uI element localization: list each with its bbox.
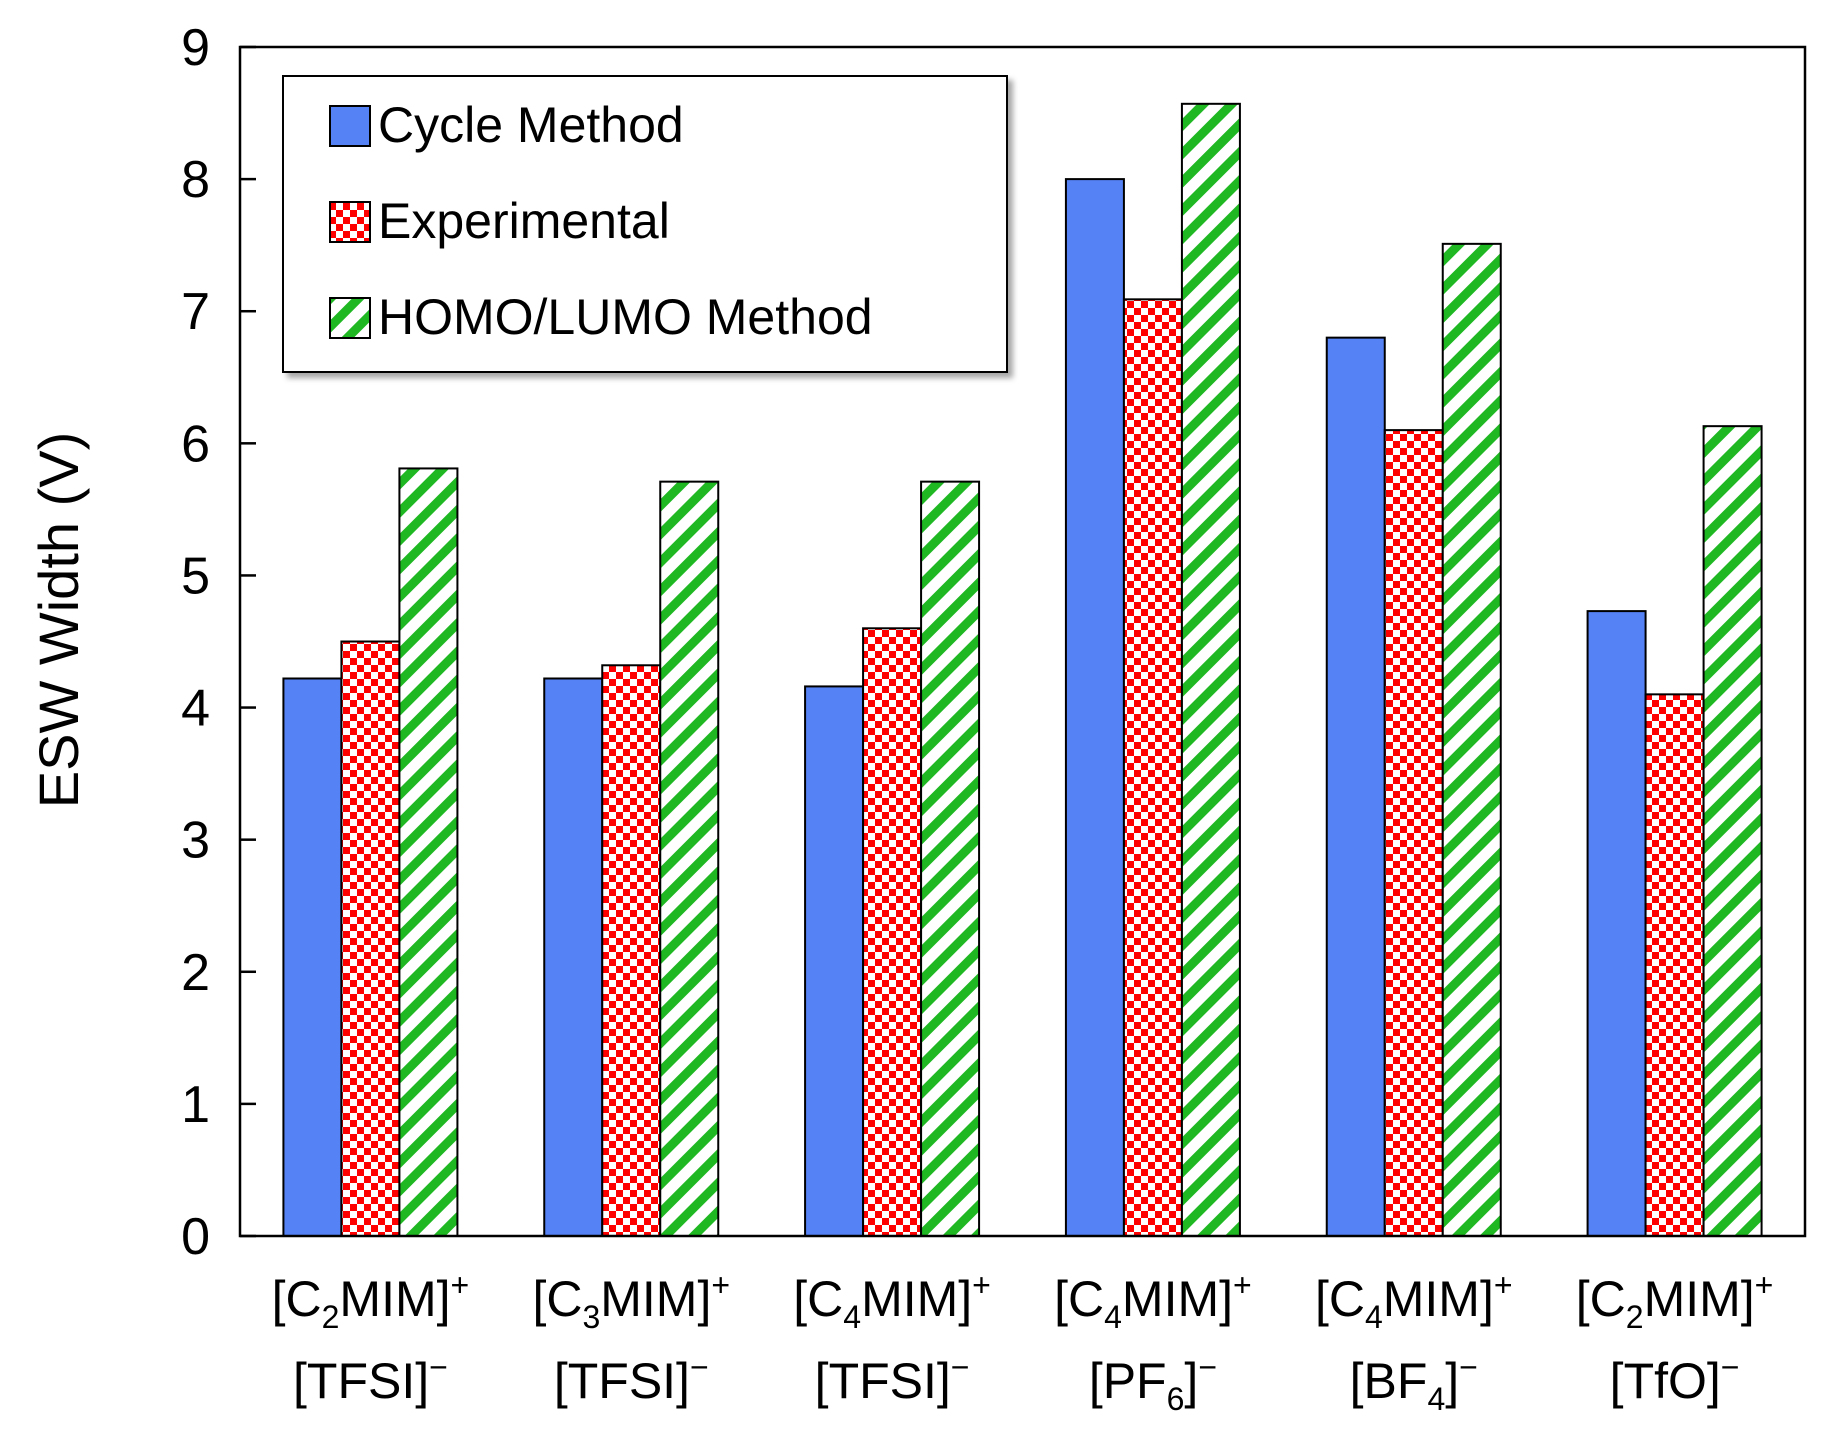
bar-cycle-method [282,677,343,1237]
anion-label: [BF4]− [1350,1349,1478,1417]
bar-experimental [1644,693,1705,1237]
x-category-label: [C4MIM]+ [TFSI]− [793,1267,991,1409]
plot-frame [238,45,1807,1238]
y-tick-label: 4 [181,680,210,738]
bar-cycle-method [804,685,865,1237]
bar-experimental [601,664,662,1237]
bar-experimental [340,640,401,1237]
y-tick-label: 2 [181,944,210,1002]
legend-label: HOMO/LUMO Method [378,289,873,345]
legend-label: Cycle Method [378,97,684,153]
bar-homo-lumo-method [659,480,720,1237]
bar-homo-lumo-method [1702,425,1763,1237]
y-tick-label: 5 [181,547,210,605]
y-axis-label: ESW Width (V) [27,432,90,808]
y-axis: 0 1 2 3 4 5 6 7 8 9 [181,19,256,1266]
y-tick-label: 7 [181,283,210,341]
anion-label: [TFSI]− [815,1349,970,1409]
x-category-label: [C2MIM]+ [TFSI]− [272,1267,470,1409]
y-tick-label: 1 [181,1076,210,1134]
cation-label: [C4MIM]+ [1315,1267,1513,1335]
cation-label: [C4MIM]+ [1054,1267,1252,1335]
bar-experimental [1122,298,1183,1237]
y-tick-label: 9 [181,19,210,77]
x-category-label: [C4MIM]+ [PF6]− [1054,1267,1252,1417]
legend-box [282,75,1008,373]
bar-homo-lumo-method [920,480,981,1237]
legend-items: Cycle Method Experimental HOMO/LUMO Method [329,97,873,345]
anion-label: [TFSI]− [293,1349,448,1409]
legend-swatch [329,297,371,339]
x-category-label: [C3MIM]+ [TFSI]− [532,1267,730,1409]
x-axis: [C2MIM]+ [TFSI]− [C3MIM]+ [TFSI]− [C4MIM]+ [T… [272,1267,1774,1417]
y-tick-label: 8 [181,151,210,209]
x-category-label: [C2MIM]+ [TfO]− [1576,1267,1774,1409]
bars-layer [282,102,1763,1238]
bar-homo-lumo-method [398,467,459,1237]
legend-swatch [329,105,371,147]
bar-experimental [862,627,923,1237]
cation-label: [C2MIM]+ [1576,1267,1774,1335]
legend: Cycle Method Experimental HOMO/LUMO Method [282,75,1008,373]
bar-cycle-method [543,677,604,1237]
bar-homo-lumo-method [1180,102,1241,1238]
legend-label: Experimental [378,193,670,249]
y-tick-label: 3 [181,812,210,870]
cation-label: [C2MIM]+ [272,1267,470,1335]
anion-label: [TFSI]− [554,1349,709,1409]
cation-label: [C4MIM]+ [793,1267,991,1335]
bar-experimental [1383,429,1444,1238]
cation-label: [C3MIM]+ [532,1267,730,1335]
x-category-label: [C4MIM]+ [BF4]− [1315,1267,1513,1417]
y-tick-label: 0 [181,1208,210,1266]
bar-cycle-method [1064,178,1125,1238]
bar-homo-lumo-method [1441,242,1502,1237]
legend-swatch [329,201,371,243]
y-tick-label: 6 [181,415,210,473]
anion-label: [PF6]− [1089,1349,1217,1417]
bar-cycle-method [1325,336,1386,1237]
anion-label: [TfO]− [1610,1349,1740,1409]
bar-cycle-method [1586,610,1647,1237]
